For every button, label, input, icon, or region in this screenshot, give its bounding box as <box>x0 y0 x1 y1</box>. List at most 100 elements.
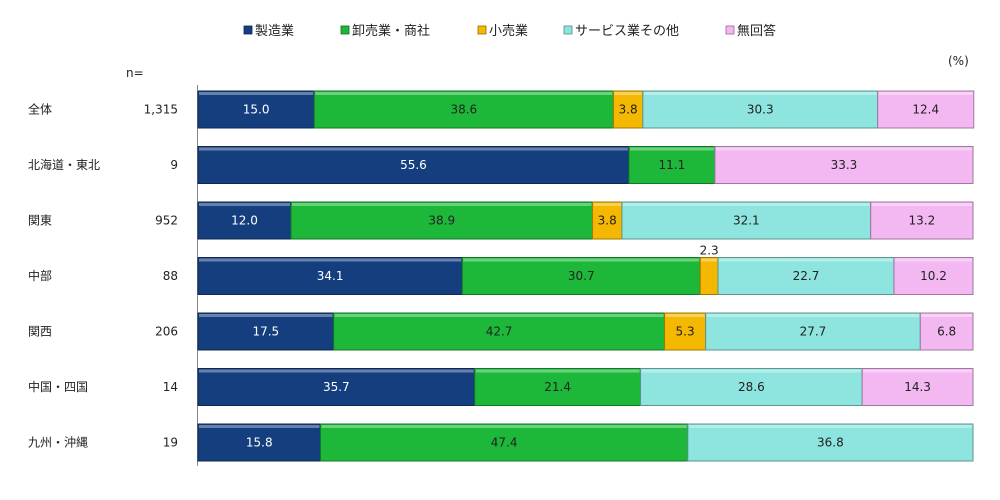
legend: 製造業 卸売業・商社 小売業 サービス業その他 無回答 <box>243 23 776 39</box>
bar-highlight <box>321 425 687 428</box>
data-label: 42.7 <box>486 325 513 339</box>
bar-highlight <box>199 314 333 317</box>
data-label: 2.3 <box>700 244 719 258</box>
n-header: n= <box>126 66 144 80</box>
bar-highlight <box>629 147 714 151</box>
bar-highlight <box>641 369 862 373</box>
bar-segment <box>461 257 701 295</box>
bar-segment <box>664 312 707 351</box>
bar-highlight <box>463 258 700 262</box>
bar-highlight <box>475 369 640 373</box>
bar-segment <box>877 90 975 129</box>
data-label: 22.7 <box>793 269 820 283</box>
bar-highlight <box>593 203 621 206</box>
bar-segment <box>640 368 863 406</box>
bar-segment <box>313 90 614 129</box>
legend-swatch <box>243 25 253 35</box>
n-value: 19 <box>163 436 178 450</box>
data-label: 12.0 <box>231 214 258 228</box>
bar-highlight <box>199 425 320 428</box>
bar-highlight <box>706 314 920 317</box>
n-value: 952 <box>155 214 178 228</box>
data-label: 11.1 <box>659 158 686 172</box>
bar-segment <box>705 312 921 351</box>
category-label: 中国・四国 <box>28 379 88 394</box>
data-label: 55.6 <box>400 158 427 172</box>
data-label: 15.0 <box>243 103 270 117</box>
category-label: 関東 <box>28 214 52 228</box>
bar-highlight <box>688 425 972 428</box>
data-label: 34.1 <box>317 269 344 283</box>
bar-highlight <box>715 147 972 151</box>
data-label: 28.6 <box>738 380 765 394</box>
bar-segment <box>197 201 292 240</box>
bar-highlight <box>334 314 664 317</box>
n-value: 14 <box>163 380 178 394</box>
legend-swatch <box>340 25 350 35</box>
legend-label: 小売業 <box>489 23 528 39</box>
bar-highlight <box>665 314 705 317</box>
legend-label: 無回答 <box>737 23 776 39</box>
bar-highlight <box>894 258 972 262</box>
data-label: 21.4 <box>544 380 571 394</box>
bar-segment <box>197 146 630 184</box>
bar-segment <box>333 312 666 351</box>
bar-highlight <box>878 92 973 95</box>
data-label: 5.3 <box>676 325 695 339</box>
legend-label: 製造業 <box>255 23 294 39</box>
n-value: 1,315 <box>144 103 178 117</box>
bar-highlight <box>315 92 613 95</box>
bar-highlight <box>701 258 718 262</box>
legend-label: 卸売業・商社 <box>352 23 430 39</box>
category-label: 全体 <box>28 102 52 117</box>
bar-highlight <box>614 92 642 95</box>
bar-highlight <box>921 314 972 317</box>
n-value: 9 <box>170 158 178 172</box>
bar-segment <box>197 423 321 462</box>
legend-label: サービス業その他 <box>575 23 679 39</box>
legend-swatch <box>725 25 735 35</box>
bar-highlight <box>863 369 972 373</box>
legend-swatch <box>563 25 573 35</box>
data-label: 13.2 <box>908 214 935 228</box>
bar-segment <box>870 201 974 240</box>
data-label: 36.8 <box>817 436 844 450</box>
data-label: 30.7 <box>568 269 595 283</box>
bar-segment <box>621 201 872 240</box>
bar-segment <box>197 368 476 406</box>
bar-highlight <box>199 258 462 262</box>
category-label: 関西 <box>28 325 52 339</box>
data-label: 14.3 <box>904 380 931 394</box>
bar-segment <box>197 312 335 351</box>
category-label: 中部 <box>28 268 52 283</box>
n-value: 206 <box>155 325 178 339</box>
data-label: 17.5 <box>252 325 279 339</box>
data-label: 12.4 <box>912 103 939 117</box>
bar-highlight <box>199 147 628 151</box>
unit-label: (%) <box>948 54 969 68</box>
bar-highlight <box>622 203 870 206</box>
legend-swatch <box>477 25 487 35</box>
bar-segment <box>290 201 593 240</box>
bar-highlight <box>643 92 877 95</box>
data-label: 6.8 <box>937 325 956 339</box>
bar-segment <box>714 146 974 184</box>
data-label: 33.3 <box>831 158 858 172</box>
data-label: 30.3 <box>747 103 774 117</box>
bar-segment <box>699 257 719 295</box>
data-label: 27.7 <box>800 325 827 339</box>
bar-highlight <box>199 92 314 95</box>
data-label: 3.8 <box>598 214 617 228</box>
bar-rows: 全体 1,315 15.0 38.6 3.8 30.3 12.4 北海道・東北 9 55.6 11.… <box>28 90 975 462</box>
data-label: 15.8 <box>246 436 273 450</box>
bar-segment <box>893 257 974 295</box>
data-label: 10.2 <box>920 269 947 283</box>
bar-segment <box>591 201 623 240</box>
bar-highlight <box>199 369 474 373</box>
bar-segment <box>319 423 689 462</box>
data-label: 38.9 <box>428 214 455 228</box>
bar-segment <box>612 90 644 129</box>
data-label: 32.1 <box>733 214 760 228</box>
bar-segment <box>474 368 642 406</box>
bar-segment <box>197 257 463 295</box>
